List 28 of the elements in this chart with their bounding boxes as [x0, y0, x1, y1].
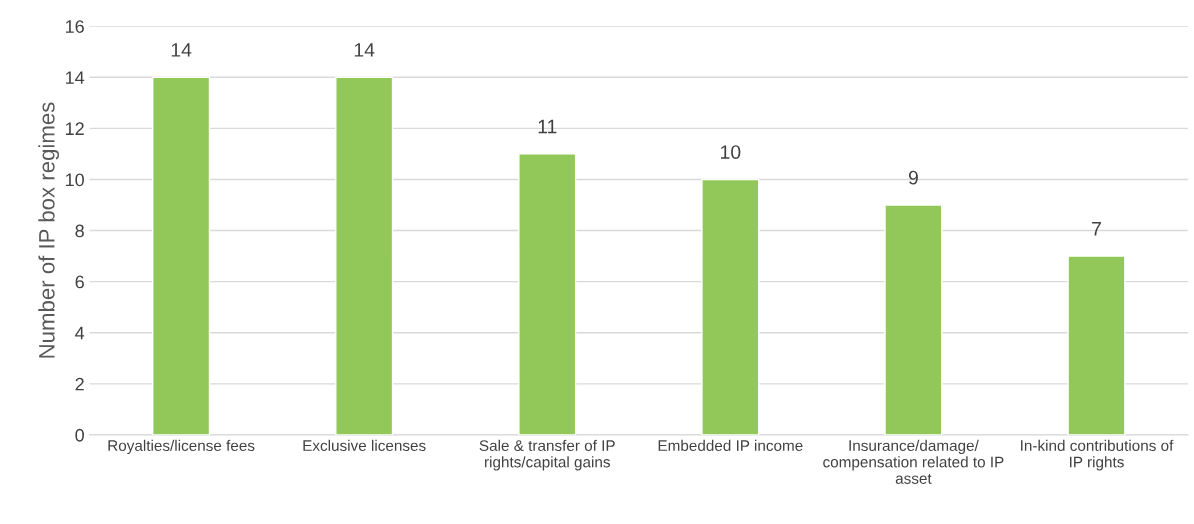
x-tick-label: Embedded IP income — [658, 439, 803, 451]
y-axis-title: Number of IP box regimes — [38, 102, 60, 358]
bar — [701, 178, 760, 435]
bar — [335, 76, 394, 435]
y-tick-label: 16 — [65, 20, 84, 33]
bar — [518, 153, 577, 435]
data-label: 14 — [354, 43, 375, 57]
bar — [152, 76, 211, 435]
y-tick-label: 8 — [75, 224, 84, 238]
bar — [884, 204, 943, 435]
x-tick-label: Insurance/damage/ compensation related to IP asset — [823, 439, 1004, 484]
x-tick-label: Royalties/license fees — [108, 439, 255, 455]
data-label: 11 — [538, 119, 557, 134]
x-tick-label: Exclusive licenses — [303, 439, 426, 451]
y-tick-label: 6 — [75, 275, 84, 289]
x-tick-label: In-kind contributions of IP rights — [1021, 439, 1174, 471]
data-label: 10 — [721, 145, 741, 159]
y-tick-label: 2 — [75, 377, 84, 391]
y-tick-label: 14 — [65, 71, 85, 84]
y-tick-label: 0 — [75, 428, 84, 442]
data-label: 9 — [908, 170, 918, 185]
y-tick-label: 12 — [65, 122, 84, 135]
x-tick-label: Sale & transfer of IP rights/capital gains — [479, 439, 615, 471]
y-tick-label: 10 — [65, 173, 84, 187]
data-label: 14 — [171, 43, 192, 57]
data-label: 7 — [1092, 222, 1101, 236]
y-tick-label: 4 — [75, 326, 85, 340]
bar — [1067, 255, 1126, 435]
